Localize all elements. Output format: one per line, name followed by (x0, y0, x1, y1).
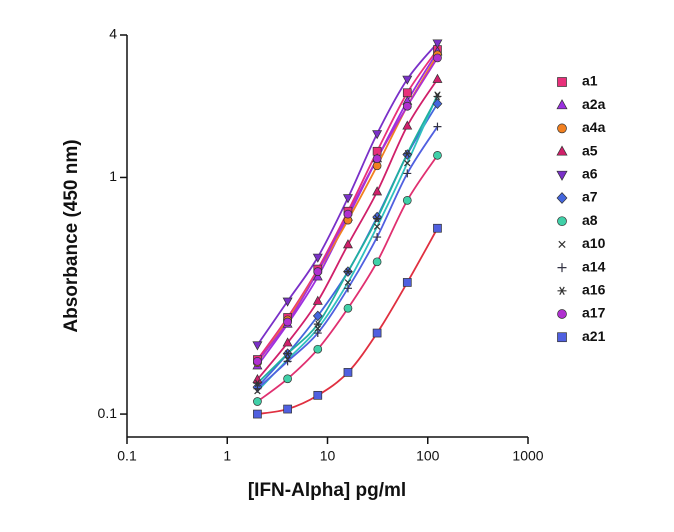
marker (432, 39, 443, 49)
marker (343, 284, 352, 293)
legend-label: a2a (582, 96, 606, 112)
legend-label: a8 (582, 212, 598, 228)
marker (313, 320, 322, 328)
marker (342, 194, 353, 204)
marker (313, 390, 323, 400)
marker (342, 239, 353, 249)
legend-label: a10 (582, 235, 606, 251)
marker (344, 279, 352, 286)
y-axis-title: Absorbance (450 nm) (61, 139, 82, 332)
legend-marker (557, 77, 567, 87)
marker (372, 130, 383, 140)
x-tick-label: 1000 (512, 448, 543, 464)
marker (404, 159, 411, 167)
marker (402, 101, 412, 111)
legend-label: a21 (582, 328, 606, 344)
marker (282, 337, 293, 347)
legend-label: a7 (582, 189, 598, 205)
marker (343, 303, 353, 313)
legend-marker (556, 170, 568, 181)
marker (372, 154, 382, 164)
marker (403, 149, 412, 158)
y-tick-label: 0.1 (98, 405, 118, 421)
legend-label: a16 (582, 282, 606, 298)
marker (343, 368, 353, 377)
marker (373, 233, 382, 242)
marker (312, 295, 323, 305)
legend-label: a4a (582, 119, 606, 135)
marker (313, 329, 322, 338)
marker (313, 344, 323, 354)
marker (283, 317, 292, 327)
marker (313, 267, 323, 276)
marker (433, 92, 442, 101)
x-tick-label: 0.1 (117, 448, 137, 464)
marker (372, 257, 382, 267)
marker (253, 357, 262, 366)
legend-label: a5 (582, 142, 598, 158)
x-tick-label: 100 (416, 448, 440, 464)
marker (433, 122, 442, 131)
marker (283, 404, 292, 414)
legend-marker (557, 216, 567, 227)
marker (402, 278, 412, 287)
marker (283, 357, 292, 366)
legend-marker (556, 99, 568, 110)
marker (372, 186, 383, 196)
legend-label: a14 (582, 258, 606, 274)
marker (253, 379, 262, 387)
legend-label: a6 (582, 166, 598, 182)
marker (343, 209, 353, 219)
marker (283, 374, 292, 384)
legend-marker (557, 123, 567, 134)
marker (402, 88, 412, 98)
marker (433, 151, 442, 160)
fit-curve (256, 96, 439, 384)
legend-marker (556, 145, 568, 156)
marker (402, 120, 413, 130)
marker (373, 223, 381, 230)
x-axis-title: [IFN-Alpha] pg/ml (248, 480, 406, 501)
marker (253, 384, 262, 393)
fit-curve (256, 126, 439, 390)
marker (372, 211, 382, 223)
marker (403, 169, 412, 178)
legend-marker (557, 332, 567, 343)
marker (432, 73, 443, 83)
marker (283, 349, 292, 358)
legend-label: a1 (582, 73, 598, 89)
legend-marker (556, 192, 568, 204)
marker (433, 53, 442, 63)
y-tick-label: 1 (109, 168, 117, 184)
marker (282, 297, 293, 307)
marker (343, 267, 352, 276)
legend-marker (557, 309, 567, 319)
marker (402, 196, 412, 205)
marker (312, 271, 323, 281)
marker (312, 310, 323, 322)
x-tick-label: 10 (320, 448, 336, 464)
marker (253, 409, 262, 419)
legend-marker (557, 263, 567, 273)
marker (433, 223, 442, 233)
marker (402, 75, 413, 85)
marker (372, 328, 382, 338)
marker (253, 397, 262, 406)
fit-curve (256, 78, 439, 381)
legend-marker (557, 286, 567, 295)
legend-marker (558, 240, 566, 249)
y-tick-label: 4 (109, 26, 117, 42)
marker (373, 214, 382, 223)
marker (252, 341, 263, 351)
x-tick-label: 1 (223, 448, 231, 464)
marker (432, 98, 443, 110)
marker (312, 253, 323, 263)
legend-label: a17 (582, 305, 606, 321)
